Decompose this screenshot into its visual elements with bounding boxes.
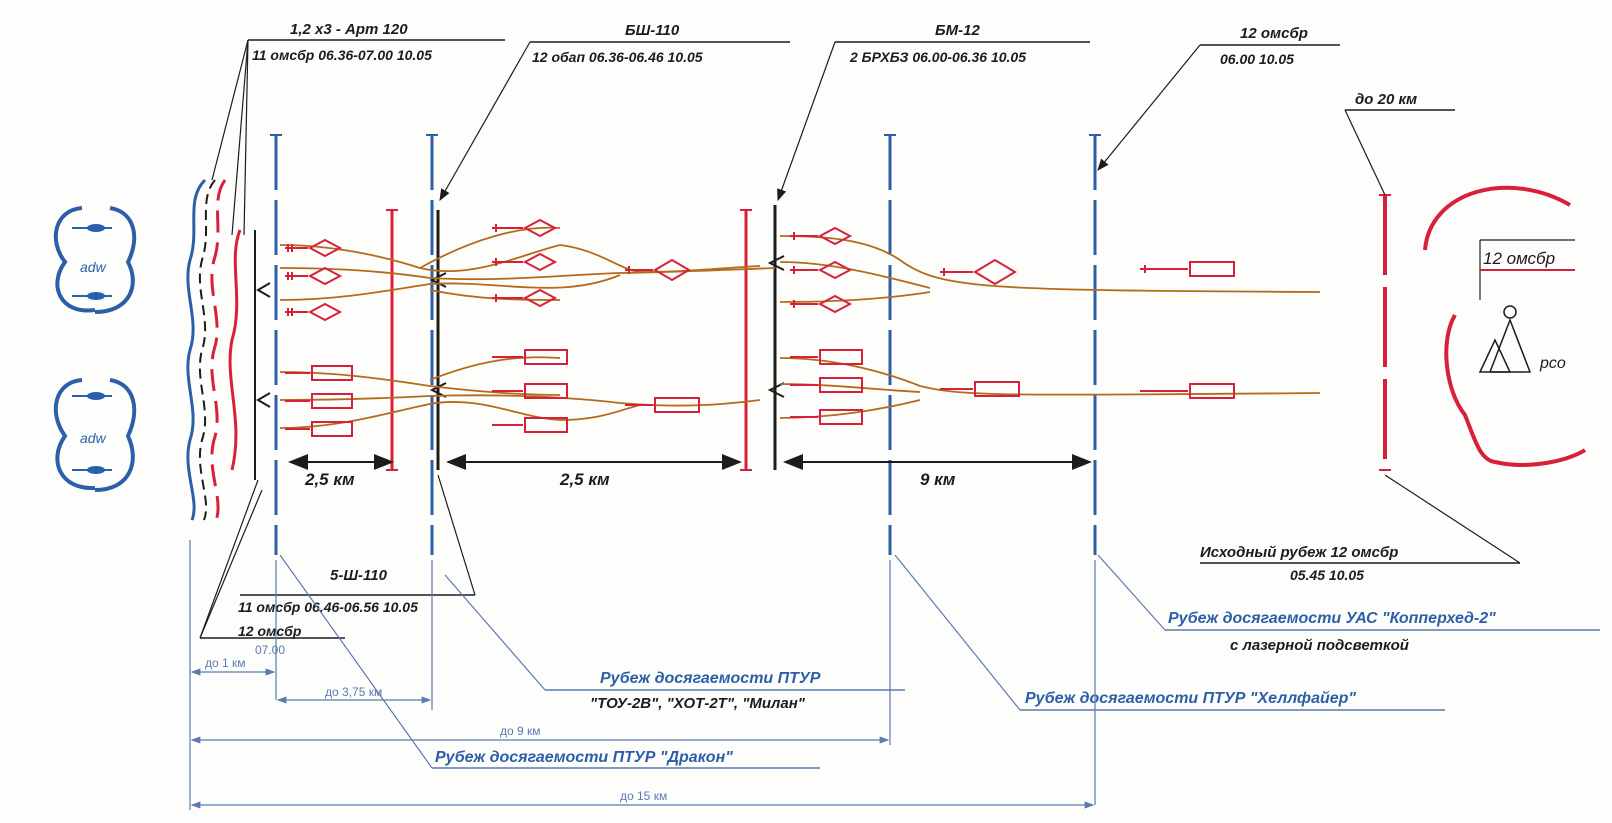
callout-8-line2: 05.45 10.05: [1290, 567, 1364, 583]
callout-8: Исходный рубеж 12 омсбр 05.45 10.05: [1200, 474, 1521, 583]
attack-routes: [279, 226, 1321, 429]
distance-label-3: 9 км: [920, 470, 956, 489]
range-copperhead-line2: с лазерной подсветкой: [1230, 637, 1409, 654]
callout-4-line2: 06.00 10.05: [1220, 51, 1294, 67]
dimension-lines: [189, 540, 1096, 810]
callout-6-line1: 5-Ш-110: [330, 567, 388, 584]
callout-6: 5-Ш-110 11 омсбр 06.46-06.56 10.05: [238, 474, 476, 615]
enemy-bottom-label: adw: [80, 430, 107, 446]
phase-line-1: [386, 209, 447, 471]
callout-7-line2: 07.00: [255, 643, 285, 657]
range-callout-dragon: Рубеж досягаемости ПТУР "Дракон": [279, 554, 820, 769]
callout-4-line1: 12 омсбр: [1240, 25, 1308, 42]
initial-line: [1379, 194, 1391, 471]
range-callout-tou: Рубеж досягаемости ПТУР "ТОУ-2В", "ХОТ-2…: [444, 574, 905, 712]
callout-2-line2: 12 обап 06.36-06.46 10.05: [532, 49, 703, 65]
enemy-front-edge: [186, 178, 271, 521]
callout-7-line1: 12 омсбр: [238, 623, 302, 639]
callout-1-line2: 11 омсбр 06.36-07.00 10.05: [252, 47, 432, 63]
brigade-area: 12 омсбр рсо: [1423, 185, 1587, 467]
callout-3: БМ-12 2 БРХБЗ 06.00-06.36 10.05: [777, 22, 1090, 202]
callout-1: 1,2 х3 - Арт 120 11 омсбр 06.36-07.00 10…: [211, 21, 505, 236]
callout-3-line1: БМ-12: [935, 22, 980, 39]
callout-3-line2: 2 БРХБЗ 06.00-06.36 10.05: [849, 49, 1026, 65]
range-tou-line2: "ТОУ-2В", "ХОТ-2Т", "Милан": [590, 695, 806, 712]
phase-line-2: [740, 205, 785, 471]
callout-1-line1: 1,2 х3 - Арт 120: [290, 21, 408, 38]
dim-label-3: до 9 км: [500, 724, 541, 738]
callout-2: БШ-110 12 обап 06.36-06.46 10.05: [439, 22, 790, 202]
range-line-3: [884, 134, 896, 555]
enemy-top-label: adw: [80, 259, 107, 275]
dim-label-2: до 3,75 км: [325, 685, 382, 699]
enemy-group-top: adw: [53, 206, 137, 314]
distance-label-2: 2,5 км: [559, 470, 610, 489]
dim-label-4: до 15 км: [620, 789, 667, 803]
enemy-group-bottom: adw: [53, 378, 137, 492]
callout-6-line2: 11 омсбр 06.46-06.56 10.05: [238, 599, 418, 615]
range-copperhead-line1: Рубеж досягаемости УАС "Копперхед-2": [1168, 610, 1496, 627]
callout-5-line1: до 20 км: [1355, 91, 1417, 108]
distance-label-1: 2,5 км: [304, 470, 355, 489]
dim-label-1: до 1 км: [205, 656, 246, 670]
range-tou-line1: Рубеж досягаемости ПТУР: [600, 670, 821, 687]
range-line-2: [426, 134, 438, 555]
range-line-4: [1089, 134, 1101, 555]
range-callout-copperhead: Рубеж досягаемости УАС "Копперхед-2" с л…: [1097, 554, 1600, 654]
range-dragon-label: Рубеж досягаемости ПТУР "Дракон": [435, 749, 733, 766]
range-line-1: [270, 134, 282, 555]
range-hellfire-label: Рубеж досягаемости ПТУР "Хеллфайер": [1025, 690, 1356, 707]
callout-4: 12 омсбр 06.00 10.05: [1097, 25, 1340, 171]
callout-5: до 20 км: [1344, 91, 1455, 196]
range-callout-hellfire: Рубеж досягаемости ПТУР "Хеллфайер": [894, 554, 1445, 711]
callout-8-line1: Исходный рубеж 12 омсбр: [1200, 544, 1398, 561]
right-unit-label: 12 омсбр: [1483, 249, 1555, 268]
pco-label: рсо: [1539, 355, 1566, 372]
unit-symbols: [285, 218, 1235, 437]
callout-7: 12 омсбр 07.00: [199, 479, 345, 657]
callout-2-line1: БШ-110: [625, 22, 680, 39]
